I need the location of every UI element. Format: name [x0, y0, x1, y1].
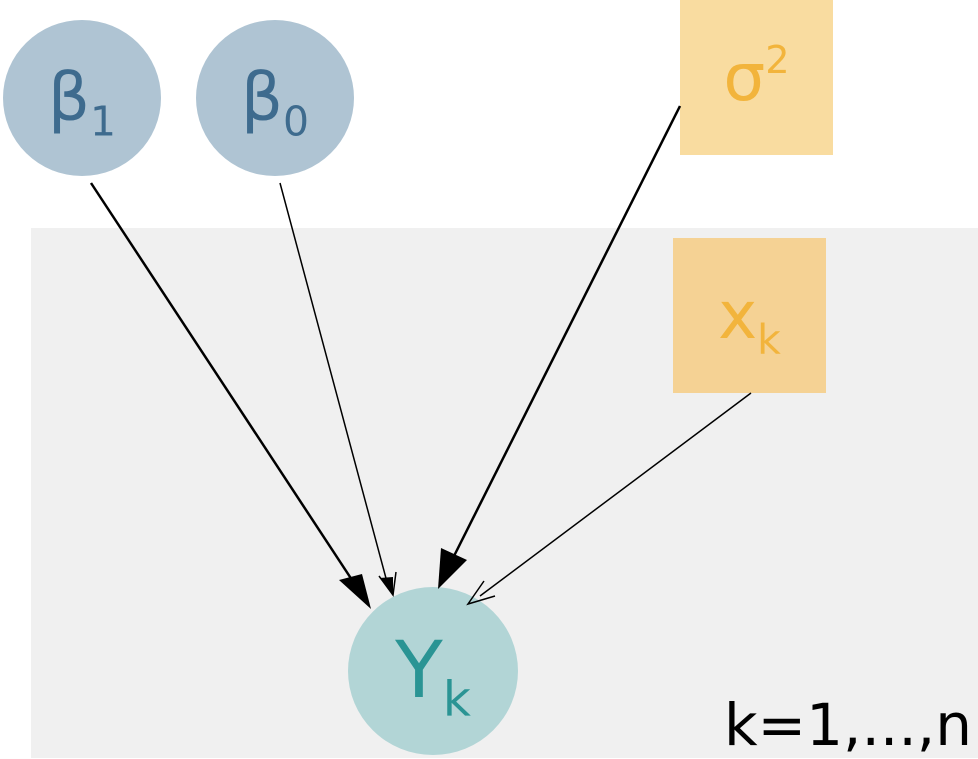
beta0-subscript: 0	[283, 97, 310, 146]
plate-label: k=1,...,n	[723, 691, 972, 759]
sigma2-symbol: σ	[723, 38, 766, 116]
node-sigma2: σ2	[680, 0, 833, 155]
beta0-symbol: β	[240, 59, 284, 136]
beta1-subscript: 1	[90, 97, 117, 146]
beta1-symbol: β	[47, 59, 91, 136]
node-beta1: β1	[3, 20, 161, 176]
node-beta0: β0	[196, 20, 354, 176]
yk-subscript: k	[442, 671, 471, 728]
node-xk: xk	[673, 238, 826, 393]
xk-symbol: x	[718, 276, 758, 354]
sigma2-superscript: 2	[765, 37, 790, 83]
yk-symbol: Y	[395, 626, 443, 716]
xk-subscript: k	[757, 315, 781, 364]
node-yk: Yk	[348, 587, 518, 755]
